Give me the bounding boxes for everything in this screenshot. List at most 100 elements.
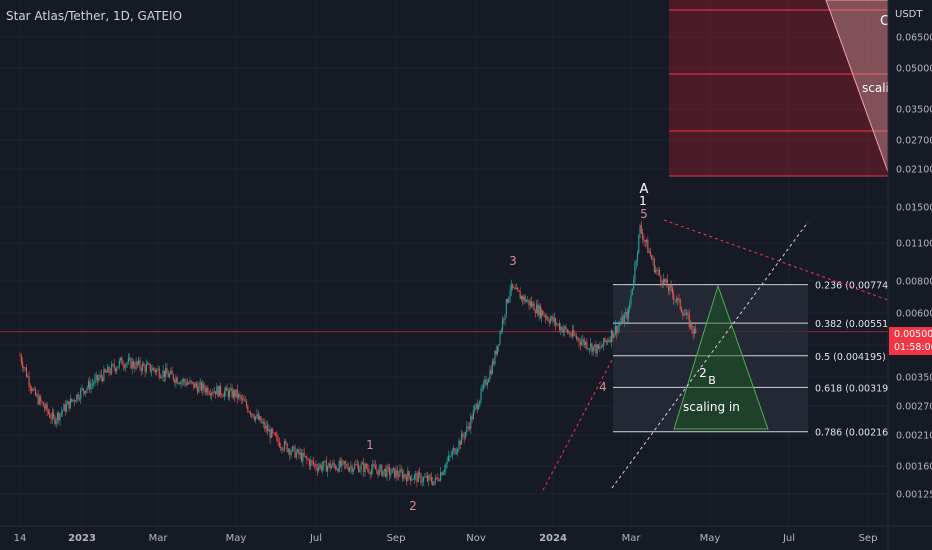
trend-lines[interactable]	[542, 219, 889, 491]
candle-body	[24, 367, 26, 369]
candle-body	[395, 470, 397, 478]
candle-body	[433, 481, 435, 485]
candle-body	[629, 303, 631, 309]
candle-body	[683, 314, 685, 316]
candle-body	[160, 377, 162, 378]
candle-body	[507, 299, 509, 303]
candle-body	[225, 387, 227, 392]
trend-line-support	[611, 221, 809, 489]
candle-body	[40, 396, 42, 402]
candle-body	[662, 278, 664, 285]
candle-body	[627, 308, 629, 320]
candle-body	[319, 464, 321, 468]
candle-body	[537, 304, 539, 315]
candle-body	[193, 382, 195, 388]
candle-body	[385, 468, 387, 477]
candle-body	[396, 470, 398, 476]
candle-body	[428, 475, 430, 481]
candle-body	[514, 287, 516, 290]
candle-body	[191, 381, 194, 383]
candle-body	[525, 300, 528, 302]
candle-body	[252, 413, 254, 418]
candle-body	[561, 326, 563, 333]
candle-body	[194, 383, 196, 388]
candle-body	[345, 463, 347, 465]
candle-body	[85, 390, 87, 394]
candle-body	[220, 385, 222, 395]
candle-body	[552, 316, 554, 322]
candle-body	[407, 471, 409, 482]
fibonacci-retracement[interactable]: 0.236 (0.007742) 0.382 (0.005517) 0.5 (0.0…	[613, 281, 898, 439]
candle-body	[426, 476, 429, 481]
price-axis-unit[interactable]: USDT	[895, 9, 923, 20]
candle-body	[546, 317, 548, 318]
candle-body	[382, 470, 384, 476]
candle-body	[434, 477, 436, 482]
candle-body	[527, 299, 529, 301]
candle-body	[297, 449, 299, 453]
candle-body	[316, 468, 318, 471]
candle-body	[229, 390, 231, 397]
candle-body	[81, 388, 83, 390]
candle-body	[608, 339, 610, 342]
candle-body	[459, 440, 461, 445]
candle-body	[430, 477, 432, 482]
candle-body	[374, 465, 376, 470]
candle-body	[592, 346, 594, 353]
candle-body	[62, 410, 64, 413]
candle-body	[67, 401, 69, 405]
candle-body	[603, 338, 605, 347]
candle-body	[449, 455, 451, 457]
candle-body	[583, 339, 585, 346]
candle-body	[687, 312, 689, 315]
candle-body	[420, 474, 422, 483]
candle-body	[688, 314, 690, 328]
candle-body	[566, 329, 568, 333]
candle-body	[510, 283, 512, 291]
candle-body	[64, 404, 66, 412]
candle-body	[291, 446, 293, 452]
scaling-in-label: scaling in	[683, 400, 740, 414]
symbol-title[interactable]: Star Atlas/Tether, 1D, GATEIO	[6, 9, 183, 23]
candle-body	[388, 467, 391, 475]
candle-body	[298, 449, 300, 455]
candle-body	[421, 481, 423, 483]
candle-body	[227, 390, 229, 397]
candle-body	[89, 381, 91, 390]
candle-body	[614, 325, 616, 334]
y-tick-label: 0.050000	[896, 64, 932, 75]
candle-body	[188, 383, 190, 385]
candle-body	[295, 452, 297, 458]
candle-body	[54, 416, 56, 424]
candle-body	[33, 388, 35, 390]
candle-body	[32, 388, 34, 391]
candle-body	[636, 252, 639, 262]
y-tick-label: 0.003500	[896, 373, 932, 384]
candle-body	[71, 398, 73, 402]
candle-body	[604, 338, 606, 342]
candle-body	[139, 360, 141, 368]
candle-body	[587, 348, 589, 350]
candle-body	[404, 474, 406, 477]
candle-body	[499, 332, 501, 345]
candle-body	[120, 357, 122, 361]
candle-body	[346, 463, 348, 468]
candle-body	[269, 429, 271, 438]
candle-body	[564, 326, 566, 330]
candle-body	[53, 412, 55, 417]
candle-body	[625, 311, 627, 316]
candle-body	[538, 305, 540, 315]
fib-level-label: 0.786 (0.002160)	[815, 428, 898, 439]
candle-body	[668, 287, 670, 291]
candle-body	[519, 291, 521, 300]
candle-body	[648, 251, 650, 253]
candle-body	[436, 477, 438, 479]
candle-body	[490, 370, 492, 374]
candle-body	[299, 452, 301, 455]
candle-body	[323, 461, 325, 467]
candle-body	[218, 385, 220, 397]
candle-body	[352, 468, 354, 472]
candle-body	[565, 326, 567, 330]
